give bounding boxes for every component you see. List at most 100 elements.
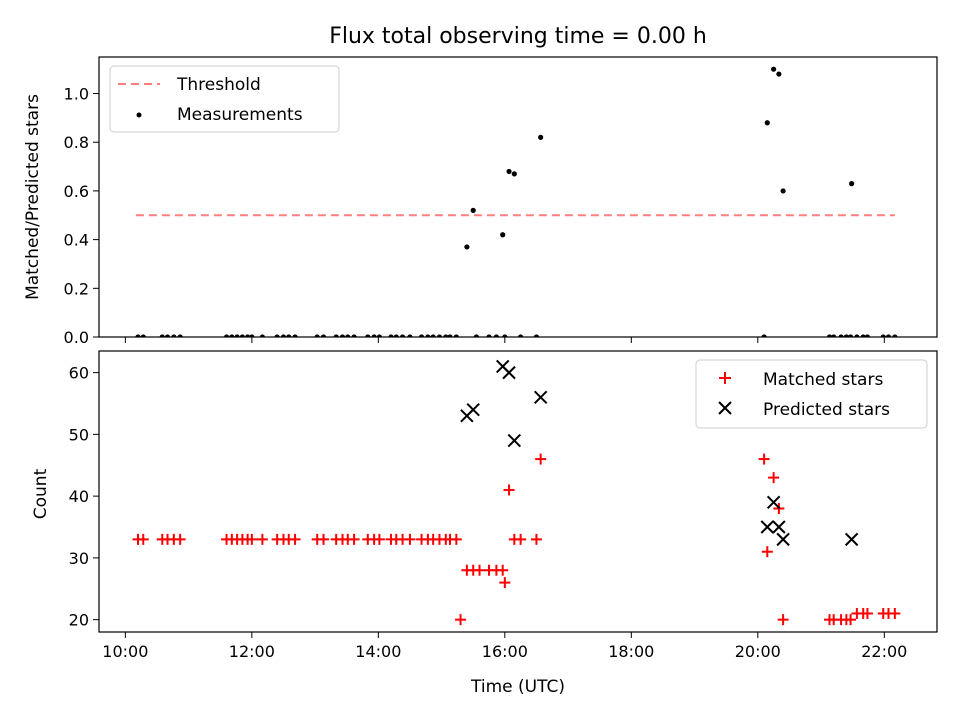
chart-title: Flux total observing time = 0.00 h: [329, 24, 707, 49]
legend-matched-swatch: [719, 372, 731, 384]
measurement-point: [418, 334, 425, 337]
measurement-point: [339, 334, 346, 337]
measurement-point: [223, 334, 230, 337]
predicted-star-point: [776, 532, 790, 547]
measurement-point: [292, 334, 298, 337]
legend-predicted-swatch: [718, 401, 732, 415]
matched-star-point: [404, 533, 416, 545]
matched-star-point: [137, 533, 149, 545]
predicted-star-point: [766, 495, 781, 510]
measurement-point: [885, 334, 892, 337]
matched-star-point: [503, 484, 515, 496]
bottom-panel: 20 30 40 50 60 10:00 12:00 14:00 16:00 18:00 20:0…: [31, 350, 938, 697]
measurement-point: [473, 334, 479, 337]
top-y-tick-label: 0.0: [64, 328, 89, 347]
bottom-y-tick-label: 20: [69, 611, 89, 630]
measurement-point: [838, 334, 844, 337]
matched-star-point: [289, 533, 301, 545]
matched-star-point: [497, 564, 509, 576]
matched-star-point: [318, 533, 330, 545]
measurement-point: [164, 334, 171, 337]
measurement-point: [486, 334, 492, 337]
measurement-point: [229, 334, 235, 337]
measurement-point: [135, 334, 141, 337]
measurement-point: [351, 334, 357, 337]
measurement-point: [407, 334, 413, 337]
top-y-ticks: 0.0 0.2 0.4 0.6 0.8 1.0: [64, 85, 99, 347]
measurement-point: [140, 334, 146, 337]
measurement-point: [177, 334, 183, 337]
measurement-point: [171, 334, 177, 337]
measurement-point: [259, 334, 265, 337]
measurement-point: [533, 334, 540, 337]
measurement-point: [764, 120, 770, 126]
measurement-point: [371, 334, 377, 337]
measurement-point: [892, 334, 898, 337]
bottom-x-tick-label: 18:00: [608, 642, 654, 661]
matched-star-point: [845, 614, 857, 626]
measurement-point: [393, 334, 399, 337]
measurement-point: [831, 334, 837, 337]
matched-star-point: [889, 607, 901, 619]
legend-measurements-swatch: [136, 112, 142, 118]
measurement-point: [443, 334, 449, 337]
measurement-point: [286, 334, 292, 337]
bottom-x-tick-label: 20:00: [735, 642, 781, 661]
legend-measurements-label: Measurements: [177, 105, 303, 125]
measurement-point: [493, 334, 499, 337]
bottom-x-tick-label: 16:00: [482, 642, 528, 661]
measurement-point: [376, 334, 382, 337]
measurement-point: [849, 181, 855, 187]
measurement-point: [320, 334, 327, 337]
top-points: [135, 66, 898, 337]
measurement-point: [500, 232, 506, 238]
legend-predicted-label: Predicted stars: [763, 400, 890, 420]
measurement-point: [453, 334, 459, 337]
matched-star-point: [348, 533, 360, 545]
bottom-legend-frame: [695, 359, 928, 429]
bottom-y-tick-label: 40: [69, 487, 89, 506]
top-axes-frame: [98, 56, 938, 338]
bottom-x-axis-label: Time (UTC): [470, 677, 565, 697]
measurement-point: [538, 134, 544, 140]
bottom-x-tick-label: 12:00: [229, 642, 275, 661]
legend-matched-label: Matched stars: [763, 370, 883, 390]
bottom-y-tick-label: 60: [69, 364, 89, 383]
matched-star-point: [530, 533, 542, 545]
top-y-tick-label: 1.0: [64, 85, 89, 104]
bottom-legend: Matched stars Predicted stars: [695, 359, 928, 429]
matched-star-point: [455, 614, 467, 626]
measurement-point: [280, 334, 287, 337]
top-y-tick-label: 0.6: [64, 182, 89, 201]
top-y-tick-label: 0.4: [64, 231, 89, 250]
bottom-x-tick-label: 22:00: [861, 642, 907, 661]
measurement-point: [860, 334, 866, 337]
measurement-point: [274, 334, 280, 337]
matched-star-point: [861, 607, 873, 619]
matched-star-point: [373, 533, 385, 545]
predicted-star-point: [844, 532, 859, 547]
measurement-point: [249, 334, 255, 337]
matched-star-point: [768, 472, 780, 484]
matched-star-point: [535, 453, 547, 465]
measurement-point: [388, 334, 394, 337]
predicted-star-point: [507, 433, 522, 448]
measurement-point: [771, 66, 777, 72]
matched-star-point: [777, 614, 789, 626]
measurement-point: [518, 334, 524, 337]
measurement-point: [399, 334, 406, 337]
measurement-point: [464, 244, 470, 250]
bottom-y-tick-label: 30: [69, 549, 89, 568]
measurement-point: [430, 334, 436, 337]
measurement-point: [239, 334, 245, 337]
predicted-star-point: [466, 402, 480, 417]
predicted-star-point: [772, 520, 786, 534]
top-y-axis-label: Matched/Predicted stars: [23, 94, 43, 300]
measurement-point: [234, 334, 240, 337]
measurement-point: [761, 334, 767, 337]
bottom-x-ticks: 10:00 12:00 14:00 16:00 18:00 20:00 22:00: [102, 632, 907, 661]
top-legend: Threshold Measurements: [109, 65, 340, 133]
bottom-points: [132, 359, 901, 626]
bottom-x-tick-label: 14:00: [355, 642, 401, 661]
